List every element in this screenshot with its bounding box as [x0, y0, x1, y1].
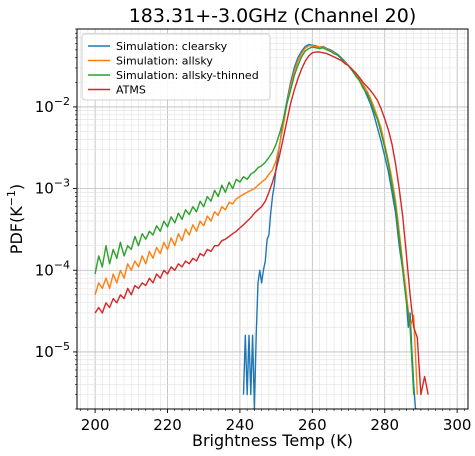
- ticks: 200 220 240 260 280 300 10−5 10−4 10−3 10−2: [35, 28, 472, 434]
- x-tick-label: 240: [226, 416, 255, 434]
- legend-entry: Simulation: allsky-thinned: [116, 69, 259, 82]
- legend-entry: ATMS: [116, 84, 146, 97]
- series-line-1: [94, 45, 418, 395]
- y-axis-label: PDF(K−1): [5, 184, 26, 254]
- x-tick-label: 200: [81, 416, 110, 434]
- legend-entry: Simulation: allsky: [116, 55, 213, 68]
- y-axis-label-close: ): [7, 184, 26, 190]
- y-tick-label: 10−5: [35, 340, 70, 361]
- x-tick-label: 220: [153, 416, 182, 434]
- x-axis-label: Brightness Temp (K): [192, 431, 353, 450]
- legend-box: [81, 33, 271, 101]
- y-tick-label: 10−3: [35, 177, 70, 198]
- x-tick-label: 280: [370, 416, 399, 434]
- x-tick-label: 300: [443, 416, 472, 434]
- chart-title: 183.31+-3.0GHz (Channel 20): [129, 5, 417, 27]
- legend-entry: Simulation: clearsky: [116, 40, 228, 53]
- series-layer: [94, 43, 429, 409]
- y-axis-label-exp: −1: [5, 190, 18, 206]
- series-line-2: [94, 46, 415, 395]
- y-tick-label: 10−4: [35, 258, 70, 279]
- legend: Simulation: clearsky Simulation: allskySi…: [81, 33, 271, 101]
- y-axis-label-main: PDF(K: [7, 206, 26, 254]
- plot-frame: [76, 28, 469, 410]
- series-line-3: [94, 51, 429, 396]
- y-tick-label: 10−2: [35, 95, 70, 116]
- x-tick-label: 260: [298, 416, 327, 434]
